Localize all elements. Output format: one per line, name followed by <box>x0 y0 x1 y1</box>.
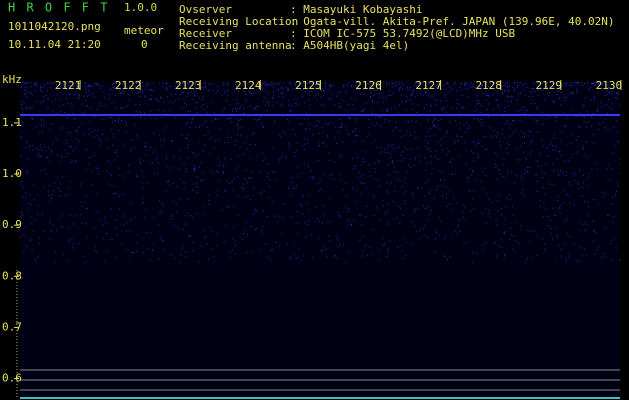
info-value: : Masayuki Kobayashi <box>290 3 422 16</box>
counter-value: 0 <box>141 38 148 51</box>
time-label: 2124 <box>235 79 262 92</box>
info-label: Ovserver <box>179 3 232 16</box>
y-tick-label: 1.1 <box>2 116 22 129</box>
time-label: 2129 <box>536 79 563 92</box>
y-tick-label: 0.6 <box>2 372 22 385</box>
info-value: : A504HB(yagi 4el) <box>290 39 409 52</box>
time-label: 2125 <box>295 79 322 92</box>
info-label: Receiving antenna <box>179 39 292 52</box>
app-name: H R O F F T <box>8 1 109 15</box>
y-tick-label: 1.0 <box>2 167 22 180</box>
file-name: 1011042120.png <box>8 20 101 33</box>
y-tick-label: 0.8 <box>2 269 22 282</box>
time-label: 2128 <box>475 79 502 92</box>
info-label: Receiver <box>179 27 232 40</box>
y-tick-label: 0.7 <box>2 320 22 333</box>
info-label: Receiving Location <box>179 15 298 28</box>
spectrogram-area <box>20 82 620 398</box>
info-value: : ICOM IC-575 53.7492(@LCD)MHz USB <box>290 27 516 40</box>
time-label: 2130 <box>596 79 623 92</box>
time-label: 2121 <box>55 79 82 92</box>
info-value: : Ogata-vill. Akita-Pref. JAPAN (139.96E… <box>290 15 615 28</box>
y-unit: kHz <box>2 73 22 86</box>
app-version: 1.0.0 <box>124 1 157 14</box>
time-label: 2123 <box>175 79 202 92</box>
datetime: 10.11.04 21:20 <box>8 38 101 51</box>
time-label: 2126 <box>355 79 382 92</box>
y-tick-label: 0.9 <box>2 218 22 231</box>
time-label: 2127 <box>415 79 442 92</box>
time-label: 2122 <box>115 79 142 92</box>
counter-label: meteor <box>124 24 164 37</box>
